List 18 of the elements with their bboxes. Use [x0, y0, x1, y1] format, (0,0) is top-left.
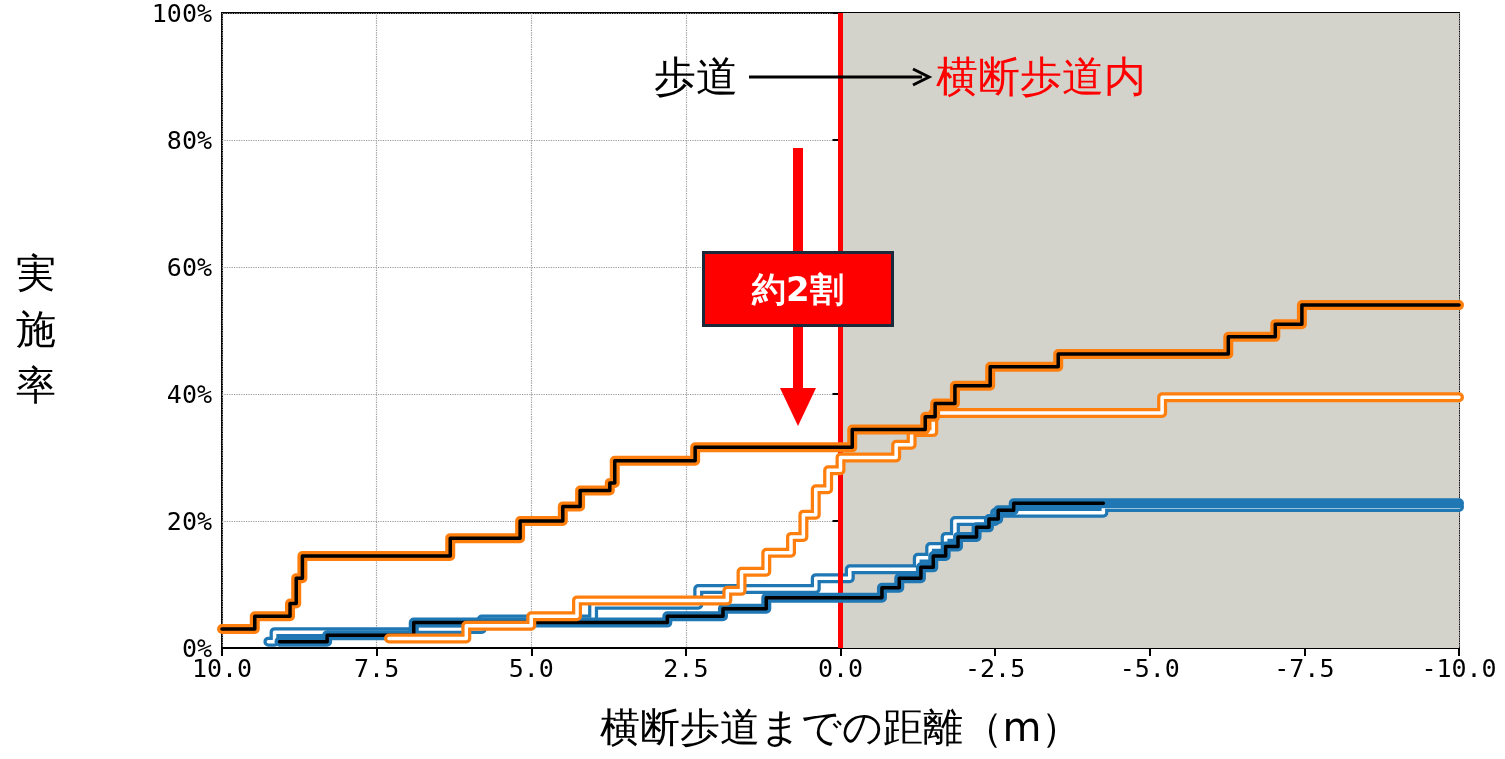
y-tick-label: 40% — [166, 379, 212, 409]
y-tick-label: 100% — [151, 0, 212, 28]
x-tick-label: 7.5 — [354, 654, 400, 683]
x-tick-label: 5.0 — [508, 654, 554, 683]
y-tick-label: 20% — [166, 506, 212, 536]
y-tick-label: 80% — [166, 125, 212, 155]
x-axis-title: 横断歩道までの距離（m） — [598, 703, 1083, 752]
x-tick-label: -10.0 — [1421, 654, 1497, 683]
x-tick-label: 0.0 — [817, 654, 864, 683]
y-axis-title: 実施率 — [16, 249, 57, 410]
x-tick-label: -7.5 — [1274, 654, 1335, 683]
x-tick-label: -2.5 — [965, 654, 1026, 683]
x-tick-label: 2.5 — [663, 654, 709, 683]
annotation: 約2割 — [701, 250, 894, 327]
annotation: 横断歩道内 — [935, 50, 1146, 103]
y-tick-label: 60% — [166, 252, 212, 282]
annotation: 歩道 — [653, 50, 738, 103]
x-tick-label: -5.0 — [1119, 654, 1180, 683]
